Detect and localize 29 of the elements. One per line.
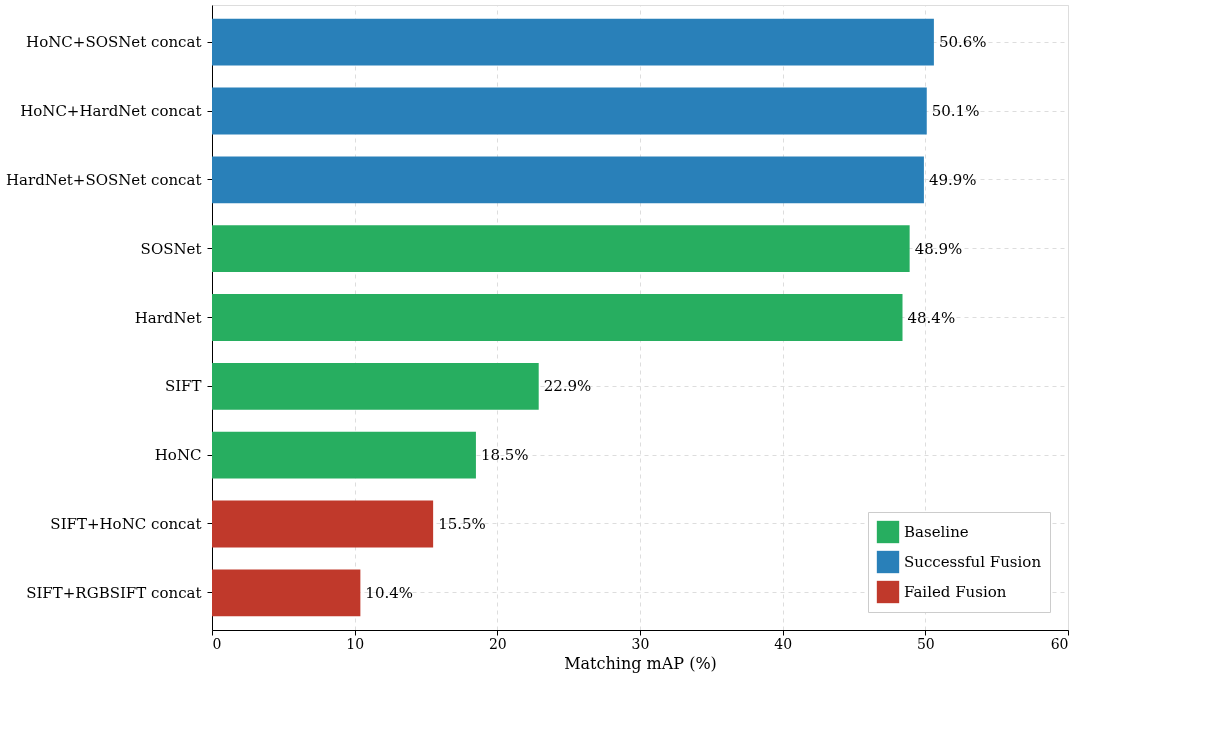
x-tick-label: 0 — [212, 635, 222, 652]
legend-label: Successful Fusion — [904, 553, 1042, 571]
x-tick-label: 30 — [631, 635, 650, 652]
legend-label: Failed Fusion — [904, 583, 1007, 601]
data-label: 49.9% — [928, 170, 977, 189]
data-label: 48.9% — [914, 239, 963, 258]
y-tick-label: HardNet — [134, 308, 202, 327]
data-label: 50.6% — [938, 33, 987, 52]
y-tick-label: SIFT+HoNC concat — [50, 515, 202, 533]
x-tick-label: 20 — [488, 635, 507, 652]
data-label: 18.5% — [480, 446, 529, 465]
y-tick-label: HoNC+HardNet concat — [20, 102, 202, 120]
y-tick-label: SIFT — [164, 377, 202, 396]
y-tick-label: HardNet+SOSNet concat — [5, 170, 202, 189]
x-tick-label: 60 — [1050, 635, 1069, 652]
data-label: 15.5% — [438, 515, 486, 533]
data-label: 50.1% — [931, 102, 980, 120]
y-tick-label: SOSNet — [140, 239, 202, 258]
x-tick-label: 50 — [916, 635, 935, 652]
data-label: 48.4% — [907, 308, 956, 327]
x-tick-label: 10 — [346, 635, 365, 652]
data-label: 22.9% — [543, 377, 592, 396]
legend-label: Baseline — [904, 523, 969, 541]
y-tick-label: HoNC+SOSNet concat — [26, 33, 202, 52]
y-tick-label: SIFT+RGBSIFT concat — [26, 583, 202, 602]
x-tick-label: 40 — [774, 635, 793, 652]
x-axis-title: Matching mAP (%) — [564, 653, 717, 673]
y-tick-label: HoNC — [154, 446, 202, 465]
data-label: 10.4% — [365, 583, 414, 602]
